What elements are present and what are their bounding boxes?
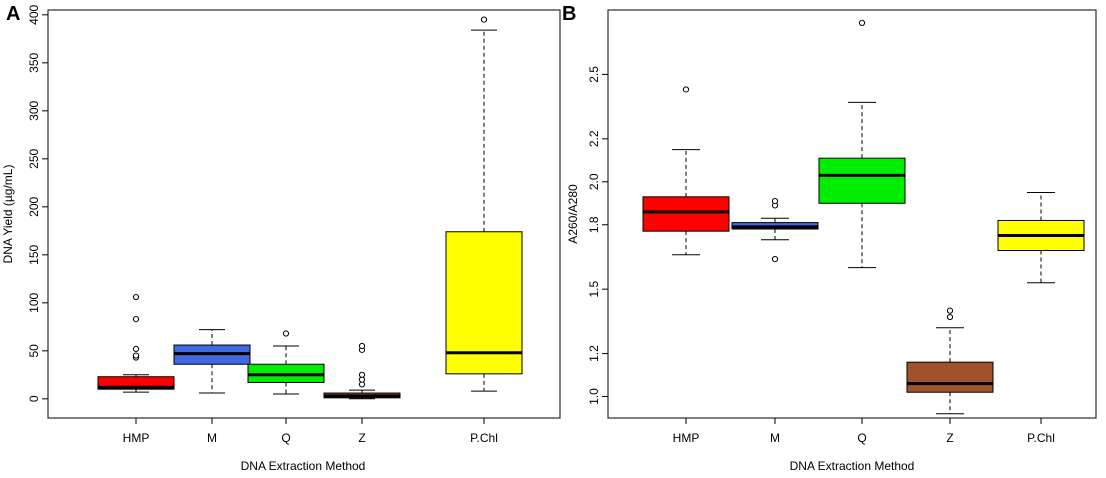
outlier-point: [771, 198, 779, 205]
panel-a-axes: 0 50 100 150 200 250 300 350 400 HMP M Q Z P.Chl: [27, 4, 498, 445]
panel-b-y-tick-label: 1.2: [587, 345, 601, 362]
panel-a-plot-frame: [47, 9, 561, 419]
panel-a-box-z: [323, 342, 401, 400]
panel-a-y-axis-title: DNA Yield (µg/mL): [1, 165, 15, 264]
outlier-point: [480, 16, 488, 23]
panel-a-y-tick-label: 200: [27, 196, 41, 216]
panel-a-y-tick-label: 350: [27, 52, 41, 72]
panel-b-y-tick-label: 2.5: [587, 66, 601, 83]
panel-b-boxes: [642, 19, 1085, 415]
outlier-point: [132, 352, 140, 359]
iqr-box: [642, 196, 730, 232]
outlier-point: [858, 19, 866, 26]
panel-b-y-tick-label: 1.0: [587, 388, 601, 405]
outlier-point: [132, 345, 140, 352]
panel-a-y-tick-label: 400: [27, 4, 41, 24]
panel-b-x-tick-label: HMP: [673, 431, 700, 445]
outlier-point: [682, 86, 690, 93]
panel-b-x-tick-label: P.Chl: [1027, 431, 1055, 445]
panel-b-x-tick-label: M: [770, 431, 780, 445]
panel-a-y-tick-label: 150: [27, 244, 41, 264]
panel-b-x-axis-title: DNA Extraction Method: [790, 459, 915, 473]
outlier-point: [358, 371, 366, 378]
panel-b-y-tick-label: 2.0: [587, 173, 601, 190]
outlier-point: [946, 307, 954, 314]
outlier-point: [771, 255, 779, 263]
panel-b-letter: B: [562, 3, 576, 25]
panel-b-axes: 1.0 1.2 1.5 1.8 2.0 2.2 2.5 HMP M Q Z P.Chl: [587, 66, 1055, 445]
panel-a-y-tick-label: 300: [27, 100, 41, 120]
outlier-point: [946, 313, 954, 321]
panel-a-x-tick-label: HMP: [123, 431, 150, 445]
panel-b-box-q: [818, 19, 906, 269]
iqr-box: [445, 231, 523, 375]
panel-a-y-tick-label: 50: [27, 344, 41, 358]
panel-a-x-tick-label: Z: [358, 431, 365, 445]
panel-a: A DNA Extraction Method DNA Yield (µg/mL…: [1, 3, 561, 473]
panel-a-letter: A: [6, 3, 20, 25]
panel-b: B DNA Extraction Method A260/A280 1.0 1.2…: [562, 3, 1097, 473]
panel-b-box-hmp: [642, 86, 730, 256]
panel-a-boxes: [97, 16, 523, 400]
iqr-box: [906, 361, 994, 393]
panel-b-box-z: [906, 307, 994, 415]
panel-a-box-q: [247, 330, 325, 395]
panel-a-y-tick-label: 0: [27, 395, 41, 402]
panel-a-y-tick-label: 250: [27, 148, 41, 168]
panel-a-x-tick-label: M: [207, 431, 217, 445]
panel-b-x-tick-label: Z: [946, 431, 953, 445]
panel-a-box-hmp: [97, 293, 175, 393]
iqr-box: [818, 157, 906, 204]
panel-a-x-tick-label: Q: [281, 431, 290, 445]
outlier-point: [132, 316, 140, 323]
panel-b-y-tick-label: 1.5: [587, 280, 601, 297]
panel-a-y-tick-label: 100: [27, 292, 41, 312]
panel-a-x-tick-label: P.Chl: [470, 431, 498, 445]
panel-b-y-axis-title: A260/A280: [566, 184, 580, 244]
panel-b-y-tick-label: 1.8: [587, 216, 601, 233]
outlier-point: [132, 293, 140, 301]
panel-a-x-axis-title: DNA Extraction Method: [241, 459, 366, 473]
panel-b-box-p-chl: [997, 192, 1085, 284]
panel-a-box-p-chl: [445, 16, 523, 392]
panel-b-y-tick-label: 2.2: [587, 130, 601, 147]
panel-b-x-tick-label: Q: [857, 431, 866, 445]
panel-b-plot-frame: [607, 9, 1097, 419]
panel-a-box-m: [173, 329, 251, 394]
panel-b-box-m: [731, 198, 819, 263]
outlier-point: [358, 342, 366, 350]
outlier-point: [282, 330, 290, 337]
